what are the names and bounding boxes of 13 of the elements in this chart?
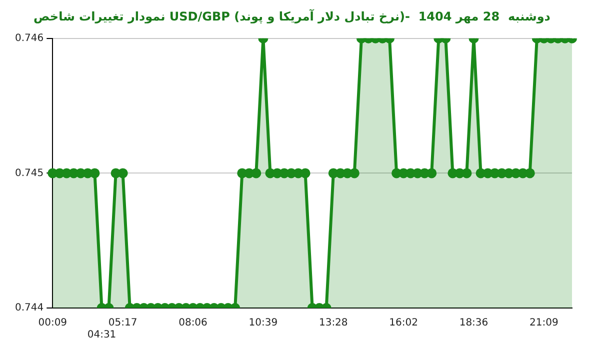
x-tick-label: 16:02 <box>389 318 418 329</box>
y-tick-label: 0.746 <box>14 32 44 44</box>
x-tick-label: 21:09 <box>530 318 558 329</box>
x-tick-label: 05:17 <box>108 318 138 329</box>
y-tick-label: 0.745 <box>14 168 44 179</box>
x-tick-label: 00:09 <box>38 318 68 329</box>
x-tick-label: 10:39 <box>248 318 278 329</box>
x-tick-label: 04:31 <box>87 330 116 341</box>
x-tick-label: 13:28 <box>318 318 348 329</box>
chart-title: نمودار تغییرات شاخص USD/GBP (نرخ تبادل دلار آمریکا و پوند)- دوشنبه 28 مهر 1404 <box>34 8 550 24</box>
x-tick-label: 18:36 <box>459 318 488 329</box>
y-tick-label: 0.744 <box>14 302 44 314</box>
x-tick-label: 08:06 <box>178 318 208 329</box>
